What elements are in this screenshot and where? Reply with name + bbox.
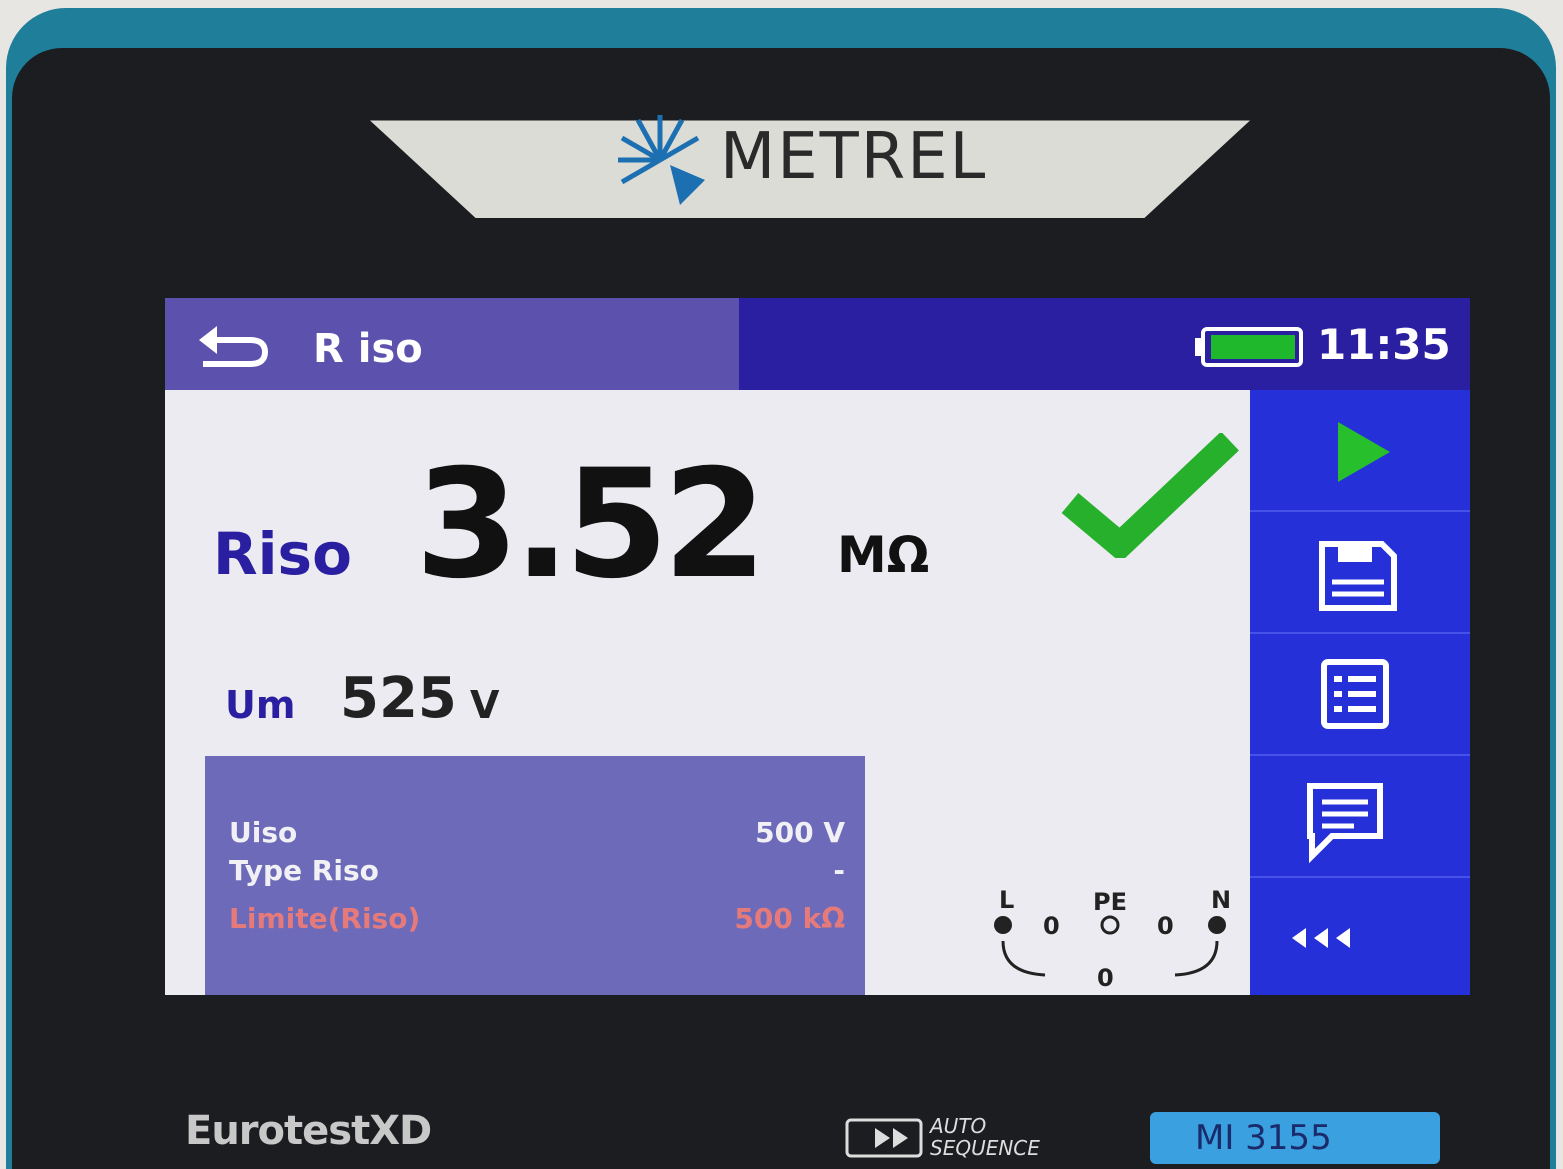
screen-title: R iso xyxy=(313,326,423,372)
model-code: MI 3155 xyxy=(1195,1118,1332,1158)
parameter-value: - xyxy=(833,854,845,887)
parameter-name: Limite(Riso) xyxy=(229,902,420,935)
auto-sequence-label: AUTO SEQUENCE xyxy=(930,1115,1050,1159)
model-name: EurotestXD xyxy=(185,1108,431,1154)
sub-result-value: 525 xyxy=(340,666,457,731)
sub-result-unit: V xyxy=(470,683,499,727)
result-label: Riso xyxy=(213,520,352,588)
list-icon xyxy=(1250,634,1470,754)
result-value: 3.52 xyxy=(415,438,761,612)
back-options-button[interactable] xyxy=(1250,878,1470,995)
parameter-name: Type Riso xyxy=(229,854,379,887)
clock: 11:35 xyxy=(1317,320,1451,369)
side-toolbar xyxy=(1250,390,1470,995)
collapse-icon xyxy=(1250,878,1470,995)
save-icon xyxy=(1250,512,1470,632)
sub-result-label: Um xyxy=(225,683,295,727)
comment-icon xyxy=(1250,756,1470,876)
comment-button[interactable] xyxy=(1250,756,1470,878)
start-button[interactable] xyxy=(1250,390,1470,512)
terminal-reading: 0 xyxy=(1043,912,1060,940)
brand-name: METREL xyxy=(720,120,987,194)
auto-sequence-icon xyxy=(845,1118,925,1158)
terminal-label: PE xyxy=(1093,888,1127,916)
header-bar: R iso 11:35 xyxy=(165,298,1470,390)
list-button[interactable] xyxy=(1250,634,1470,756)
terminal-label: N xyxy=(1211,886,1231,914)
start-icon xyxy=(1250,390,1470,510)
result-unit: MΩ xyxy=(837,526,929,584)
screen: R iso 11:35 Riso 3.52 MΩ Um 525 V Uiso 5… xyxy=(165,298,1470,995)
terminal-reading: 0 xyxy=(1157,912,1174,940)
brand-logo xyxy=(610,110,710,210)
parameter-name: Uiso xyxy=(229,816,297,849)
pass-check xyxy=(1060,433,1240,558)
parameter-value: 500 kΩ xyxy=(734,902,845,935)
back-button[interactable] xyxy=(195,318,275,368)
parameter-value: 500 V xyxy=(755,816,845,849)
terminal-reading: 0 xyxy=(1097,964,1114,992)
terminal-label: L xyxy=(999,886,1014,914)
save-button[interactable] xyxy=(1250,512,1470,634)
parameter-panel: Uiso 500 V Type Riso - Limite(Riso) 500 … xyxy=(205,756,865,995)
battery-icon xyxy=(1193,326,1305,368)
